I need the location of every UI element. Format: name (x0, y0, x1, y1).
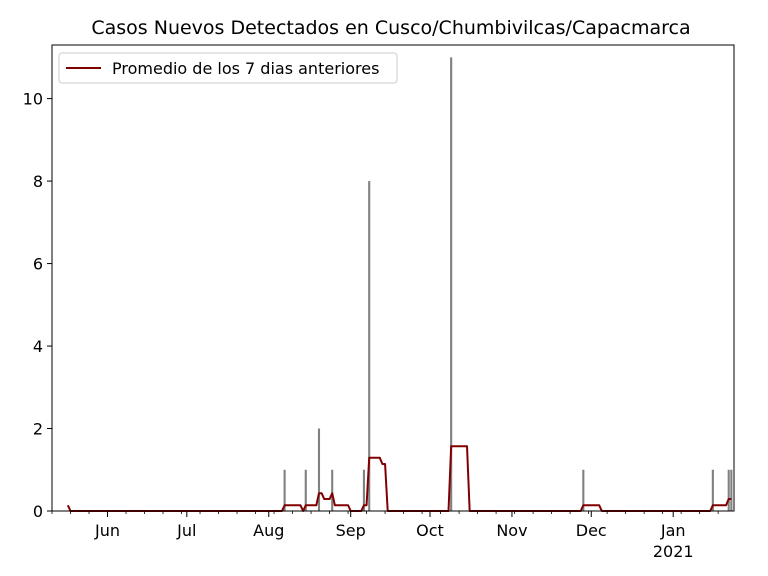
plot-frame (51, 44, 735, 512)
daily-cases-bar (362, 469, 365, 511)
daily-cases-bar (582, 469, 585, 511)
daily-cases-bar (368, 181, 371, 511)
y-tick-label: 6 (33, 255, 43, 274)
x-tick-label: Aug (253, 521, 284, 540)
y-tick-label: 10 (23, 90, 43, 109)
seven-day-average-line (66, 445, 732, 512)
chart-title: Casos Nuevos Detectados en Cusco/Chumbiv… (91, 17, 690, 39)
daily-cases-bar (450, 57, 453, 512)
x-tick-year-label: 2021 (653, 542, 694, 561)
legend: Promedio de los 7 dias anteriores (58, 52, 398, 84)
daily-cases-bar (711, 469, 714, 511)
x-tick-label: Nov (496, 521, 527, 540)
x-tick-label: Jun (94, 521, 120, 540)
y-tick-label: 0 (33, 502, 43, 521)
x-tick-label: Dec (576, 521, 607, 540)
daily-cases-bar (304, 469, 307, 511)
y-tick-label: 8 (33, 172, 43, 191)
daily-cases-bar (283, 469, 286, 511)
x-tick-label: Sep (336, 521, 366, 540)
legend-box (58, 52, 398, 84)
average-line-group (66, 445, 732, 512)
x-tick-label: Jan (660, 521, 686, 540)
daily-cases-bar (331, 469, 334, 511)
y-tick-label: 4 (33, 337, 43, 356)
legend-label: Promedio de los 7 dias anteriores (112, 59, 379, 78)
daily-cases-bar (727, 469, 730, 511)
y-axis: 0 2 4 6 8 10 (23, 90, 52, 521)
y-tick-label: 2 (33, 420, 43, 439)
daily-cases-bar (730, 469, 733, 511)
x-tick-label: Jul (176, 521, 196, 540)
x-tick-label: Oct (416, 521, 444, 540)
bars-group (283, 57, 733, 512)
daily-cases-bar (317, 428, 321, 511)
